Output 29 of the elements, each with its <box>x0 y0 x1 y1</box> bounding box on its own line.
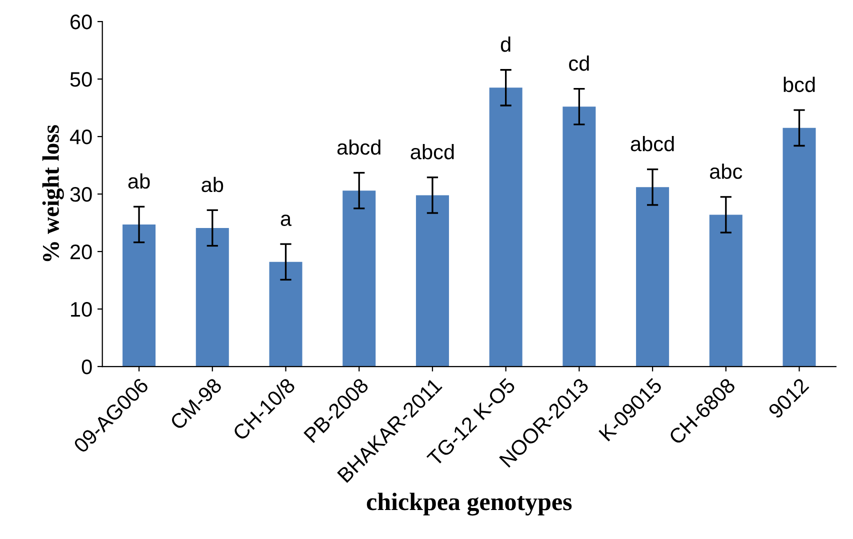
annotation: ab <box>128 173 150 189</box>
annotation: bcd <box>784 76 815 92</box>
annotation: abcd <box>410 144 454 160</box>
y-tick-label: 50 <box>70 72 92 87</box>
annotation: d <box>500 36 510 52</box>
annotation: a <box>280 214 292 226</box>
bar <box>709 214 742 367</box>
bar <box>562 106 596 367</box>
bar <box>342 190 376 367</box>
y-tick-label: 30 <box>70 187 92 202</box>
y-axis-title: % weight loss <box>42 125 64 262</box>
annotation: abcd <box>630 136 674 152</box>
y-tick-label: 40 <box>70 130 92 144</box>
annotation: abcd <box>337 139 380 155</box>
y-tick-label: 60 <box>70 14 92 30</box>
y-tick-label: 10 <box>71 302 92 317</box>
annotation: abc <box>710 164 742 179</box>
annotation: ab <box>202 176 224 192</box>
bar <box>122 224 156 367</box>
annotation: cd <box>569 56 589 71</box>
y-tick-label: 20 <box>70 244 92 260</box>
x-axis-title: chickpea genotypes <box>366 492 572 516</box>
y-tick-label: 0 <box>82 360 92 374</box>
bar <box>416 195 449 367</box>
bar <box>269 262 302 367</box>
bar <box>196 228 229 367</box>
bar <box>636 187 670 367</box>
bar <box>782 128 816 367</box>
bar <box>489 88 522 367</box>
